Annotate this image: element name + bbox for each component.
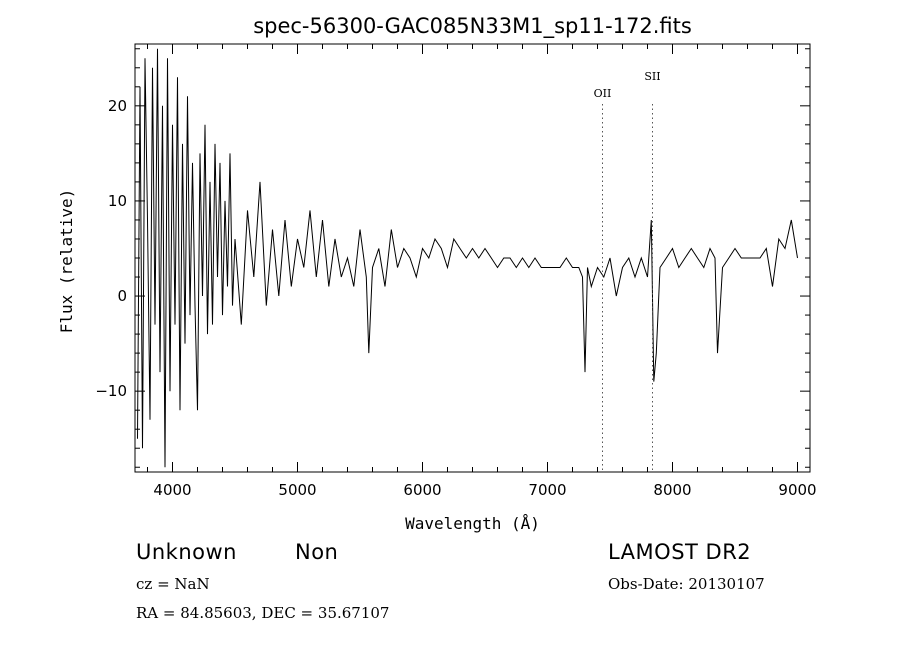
spectrum-line [137, 48, 798, 468]
y-tick-label: −10 [95, 382, 127, 400]
x-tick-label: 6000 [403, 481, 441, 499]
x-tick-label: 9000 [778, 481, 816, 499]
coordinates-label: RA = 84.85603, DEC = 35.67107 [136, 604, 390, 622]
x-axis-label: Wavelength (Å) [405, 514, 540, 533]
obs-date-label: Obs-Date: 20130107 [608, 575, 765, 593]
line-marker-label: OII [594, 87, 612, 100]
x-tick-label: 7000 [528, 481, 566, 499]
y-tick-label: 10 [108, 192, 127, 210]
chart-title: spec-56300-GAC085N33M1_sp11-172.fits [253, 14, 692, 39]
x-tick-label: 8000 [653, 481, 691, 499]
survey-label: LAMOST DR2 [608, 540, 752, 564]
redshift-label: cz = NaN [136, 575, 210, 593]
y-tick-label: 0 [117, 287, 127, 305]
object-class: Unknown [136, 540, 237, 564]
y-tick-label: 20 [108, 97, 127, 115]
y-axis-label: Flux (relative) [57, 189, 76, 334]
x-tick-label: 5000 [278, 481, 316, 499]
object-subclass: Non [295, 540, 339, 564]
x-tick-label: 4000 [153, 481, 191, 499]
line-marker-label: SII [644, 70, 660, 83]
